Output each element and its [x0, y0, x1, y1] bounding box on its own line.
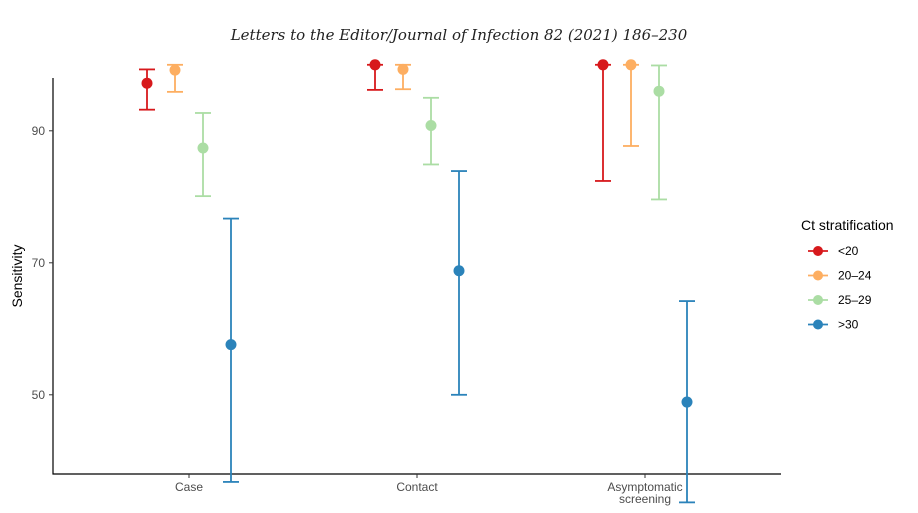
- point-range-asymptomatic-3: [679, 300, 695, 504]
- data-point: [169, 64, 181, 76]
- data-point: [681, 396, 693, 408]
- point-range-case-1: [167, 63, 183, 93]
- legend-item: >30: [808, 318, 859, 332]
- legend-key-dot: [813, 295, 823, 305]
- point-range-contact-3: [451, 170, 467, 396]
- legend-label: 25–29: [838, 293, 872, 307]
- x-tick-label-contact: Contact: [396, 480, 438, 494]
- data-point: [225, 339, 237, 351]
- point-range-case-3: [223, 217, 239, 483]
- data-point: [597, 59, 609, 71]
- x-tick-label-asymptomatic: screening: [619, 492, 671, 506]
- data-point: [453, 265, 465, 277]
- point-range-case-2: [195, 112, 211, 198]
- legend-item: 25–29: [808, 293, 872, 307]
- legend-key-dot: [813, 246, 823, 256]
- y-tick-label: 90: [32, 124, 46, 138]
- y-axis-title: Sensitivity: [9, 244, 25, 307]
- point-range-asymptomatic-0: [595, 59, 611, 182]
- x-tick-label-asymptomatic: Asymptomatic: [607, 480, 682, 494]
- chart-marks: [139, 59, 695, 504]
- y-axis-ticks: 50 70 90: [32, 124, 53, 402]
- legend-item: <20: [808, 244, 859, 258]
- point-range-contact-0: [367, 59, 383, 91]
- point-range-asymptomatic-2: [651, 64, 667, 201]
- point-range-contact-2: [423, 96, 439, 166]
- legend-label: >30: [838, 318, 859, 332]
- point-range-case-0: [139, 68, 155, 111]
- data-point: [197, 142, 209, 154]
- legend-label: 20–24: [838, 269, 872, 283]
- data-point: [369, 59, 381, 71]
- legend-item: 20–24: [808, 269, 872, 283]
- x-tick-label-case: Case: [175, 480, 203, 494]
- data-point: [141, 77, 153, 89]
- chart-legend: Ct stratification <20 20–24 25–29 >30: [801, 217, 894, 332]
- journal-header: Letters to the Editor/Journal of Infecti…: [230, 26, 688, 44]
- point-range-contact-1: [395, 63, 411, 91]
- legend-key-dot: [813, 270, 823, 281]
- data-point: [397, 63, 409, 75]
- chart-axes: [52, 78, 781, 475]
- legend-title: Ct stratification: [801, 217, 894, 233]
- y-tick-label: 50: [32, 388, 46, 402]
- legend-key-dot: [813, 319, 823, 330]
- legend-label: <20: [838, 244, 859, 258]
- data-point: [625, 59, 637, 71]
- point-range-asymptomatic-1: [623, 59, 639, 147]
- data-point: [653, 85, 665, 97]
- y-tick-label: 70: [32, 256, 46, 270]
- data-point: [425, 120, 437, 132]
